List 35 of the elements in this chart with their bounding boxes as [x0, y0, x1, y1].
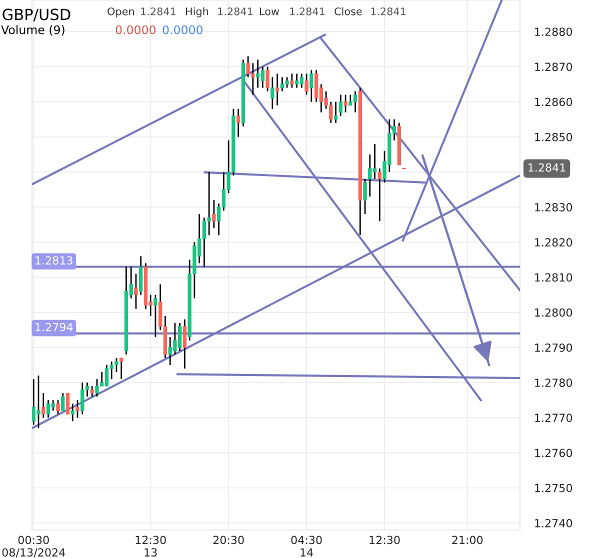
annotation: 0.0000 [116, 25, 156, 34]
y-tick-label: 1.2880 [535, 28, 572, 36]
ref-line-label: 1.2794 [36, 322, 73, 332]
text: 1.2841 [528, 163, 566, 172]
y-tick-label: 1.2830 [535, 203, 572, 212]
y-tick-label: 1.2800 [535, 308, 572, 317]
x-tick-label: 00:30 08/13/2024 [2, 536, 66, 558]
y-tick-label: 1.2810 [535, 273, 572, 282]
x-tick-label: 21:00 [452, 536, 483, 544]
y-tick-label: 1.2740 [535, 518, 572, 528]
annotation: Close [334, 7, 362, 16]
y-tick-label: 1.2750 [535, 484, 572, 492]
y-tick-label: 1.2870 [535, 62, 572, 72]
x-tick-label: 12:30 13 [136, 536, 166, 557]
annotation: 1.2841 [141, 7, 176, 16]
x-tick-label: 12:30 [370, 536, 400, 544]
annotation: High [186, 7, 208, 18]
y-tick-label: 1.2790 [535, 343, 572, 352]
y-tick-label: 1.2770 [535, 414, 572, 422]
annotation: 0.0000 [162, 25, 203, 34]
x-tick-label: 20:30 [213, 536, 244, 544]
y-tick-label: 1.2780 [535, 378, 572, 387]
annotation: 1.2841 [371, 7, 406, 16]
annotation: Open [108, 7, 134, 18]
chart-title: GBP/USD [2, 8, 70, 22]
annotation: Volume (9) [1, 25, 64, 36]
y-tick-label: 1.2860 [535, 98, 572, 106]
annotation: Low [260, 8, 280, 16]
y-tick-label: 1.2820 [535, 238, 572, 247]
annotation: 1.2841 [290, 7, 324, 16]
ref-line-label: 1.2813 [36, 256, 72, 265]
annotation: 1.2841 [218, 7, 252, 16]
x-tick-label: 04:30 14 [291, 536, 322, 556]
y-tick-label: 1.2850 [535, 132, 572, 142]
y-tick-label: 1.2760 [535, 448, 572, 458]
